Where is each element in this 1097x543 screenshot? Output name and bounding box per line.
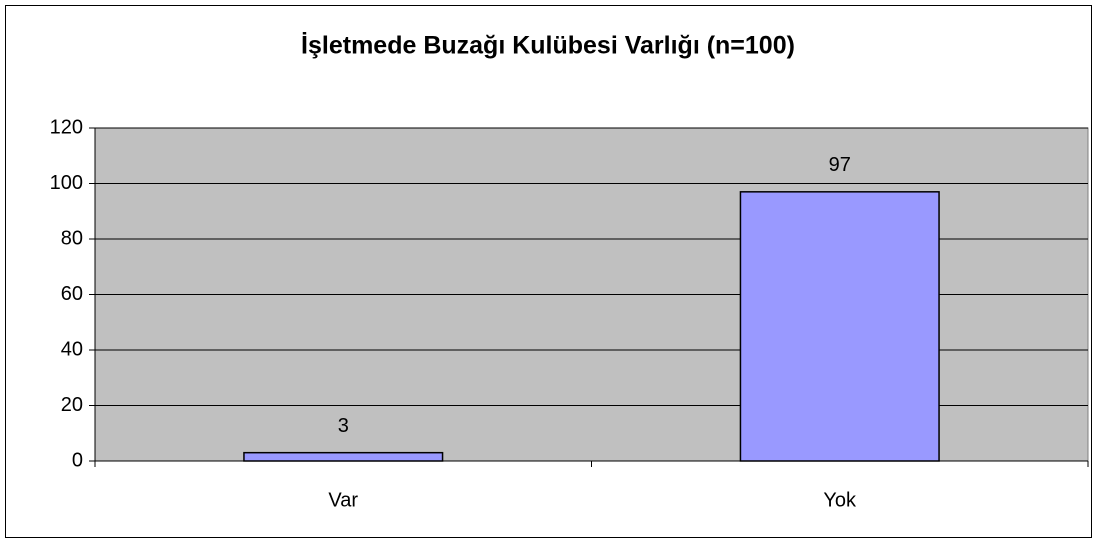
y-tick-label: 100 bbox=[50, 172, 83, 194]
y-tick-label: 60 bbox=[61, 283, 83, 305]
data-label: 3 bbox=[338, 415, 349, 437]
y-tick-label: 20 bbox=[61, 394, 83, 416]
y-tick-label: 0 bbox=[72, 449, 83, 471]
x-tick-label: Var bbox=[328, 489, 358, 511]
chart-title: İşletmede Buzağı Kulübesi Varlığı (n=100… bbox=[301, 32, 795, 60]
y-tick-label: 120 bbox=[50, 116, 83, 138]
y-tick-label: 40 bbox=[61, 338, 83, 360]
bar bbox=[739, 191, 940, 462]
y-tick-label: 80 bbox=[61, 227, 83, 249]
x-tick-label: Yok bbox=[823, 489, 857, 511]
data-label: 97 bbox=[829, 154, 851, 176]
bar bbox=[243, 451, 444, 462]
